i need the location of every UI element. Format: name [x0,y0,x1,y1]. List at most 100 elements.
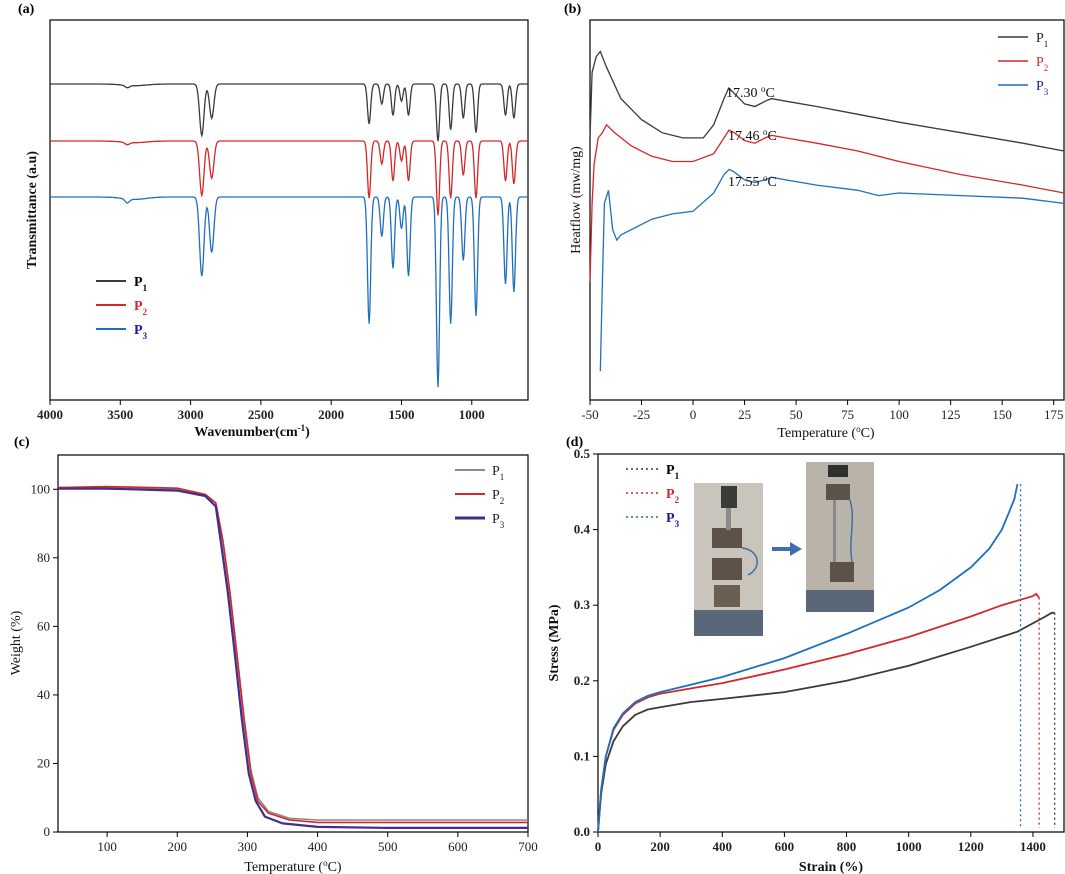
series-line-a-p2 [50,140,528,216]
legend-label-c-p2: P2 [492,488,504,506]
legend-c: P1 P2 P3 [455,464,505,530]
x-tick-label-b: -25 [633,407,650,422]
plot-frame-b [589,19,1065,401]
legend-label-a-p2: P2 [134,299,148,317]
y-tick-label-c: 40 [37,687,50,702]
legend-a: P1 P2 P3 [96,275,148,341]
x-ticks-a: 4000 3500 3000 2500 2000 1500 1000 [37,400,485,422]
x-tick-label-a: 1000 [459,407,485,422]
panel-label-b: (b) [564,2,581,17]
series-line-d-p1 [597,611,1055,833]
photo-before-wire [741,547,758,576]
photo-before-clamp-mid [712,558,742,580]
y-tick-label-d: 0.3 [574,597,591,612]
photo-before-clamp-top [712,528,742,548]
y-tick-label-d: 0.2 [574,673,590,688]
y-tick-label-c: 80 [37,550,50,565]
y-tick-label-d: 0.1 [574,748,590,763]
y-axis-label-b: Heatflow (mw/mg) [569,146,584,254]
series-line-b-p1 [589,50,1065,152]
x-ticks-b: -50 -25 0 25 50 75 100 125 150 175 [581,400,1063,422]
series-line-c-p3 [58,487,528,830]
y-tick-label-d: 0.0 [574,824,590,839]
y-axis-label-c: Weight (%) [9,610,24,675]
tensile-test-photo-before [694,483,763,636]
series-line-c-p1 [58,486,528,821]
photo-before-upper-grip [721,486,737,508]
panel-label-c: (c) [14,435,30,450]
x-tick-label-c: 400 [308,839,328,854]
tensile-test-photo-after [806,462,874,612]
annotation-b-p1: 17.30 oC [726,84,775,101]
photo-after-clamp-top [826,484,850,500]
legend-label-b-p2: P2 [1036,55,1048,73]
x-tick-label-d: 1000 [896,839,922,854]
legend-label-d-p2: P2 [666,487,680,505]
photo-before-base [694,610,763,636]
x-tick-label-b: -50 [581,407,598,422]
y-tick-label-c: 60 [37,618,50,633]
series-lines-b [589,50,1065,372]
legend-label-d-p3: P3 [666,511,680,529]
x-tick-label-d: 1200 [958,839,984,854]
legend-label-b-p3: P3 [1036,79,1049,97]
x-tick-label-a: 1500 [388,407,414,422]
photo-before-clamp-bottom [714,585,740,607]
photo-after-wire [849,499,854,563]
legend-label-c-p3: P3 [492,512,505,530]
legend-label-c-p1: P1 [492,464,504,482]
series-lines-d [597,484,1056,833]
x-tick-label-b: 150 [992,407,1012,422]
photo-after-base [806,590,874,612]
plot-frame-c [57,454,529,833]
panel-label-d: (d) [566,435,583,450]
y-tick-label-d: 0.4 [574,522,591,537]
y-axis-label-a: Transmittance (a.u) [25,151,40,269]
x-tick-label-a: 4000 [37,407,63,422]
series-line-d-p3 [597,484,1019,833]
x-tick-label-a: 3000 [178,407,204,422]
annotation-b-p3: 17.55 oC [728,173,777,190]
series-lines-c [57,485,528,830]
photo-after-clamp-bottom [830,562,854,582]
series-line-a-p1 [50,83,528,142]
series-line-c-p2 [57,485,528,824]
legend-label-b-p1: P1 [1036,31,1048,49]
y-tick-label-c: 100 [31,481,51,496]
y-tick-label-c: 0 [44,824,51,839]
panel-d: (d) 0 200 400 600 800 1000 1200 1400 0.0 0.1 0.2 0.… [547,435,1065,874]
panel-c: (c) 100 200 300 400 500 600 700 0 20 40 60 80 100 Te… [9,435,538,874]
x-tick-label-a: 3500 [107,407,133,422]
x-tick-label-d: 200 [650,839,670,854]
x-tick-label-d: 600 [775,839,795,854]
x-tick-label-b: 75 [841,407,854,422]
arrow-icon [772,542,802,556]
ticks-d: 0 200 400 600 800 1000 1200 1400 0.0 0.1 0.2 0.3 0.4… [574,446,1046,854]
legend-d: P1 P2 P3 [626,463,680,529]
legend-label-d-p1: P1 [666,463,680,481]
x-tick-label-b: 100 [889,407,909,422]
legend-label-a-p1: P1 [134,275,148,293]
x-axis-label-c: Temperature (oC) [244,858,342,874]
plot-frame-d [597,453,1065,833]
annotation-b-p2: 17.46 oC [728,127,777,144]
panel-b: (b) -50 -25 0 25 50 75 100 125 150 175 Temperatur… [564,2,1065,441]
x-tick-label-d: 400 [713,839,733,854]
photo-before-specimen [726,508,731,530]
series-line-d-p2 [597,592,1040,833]
x-tick-label-c: 600 [448,839,468,854]
x-axis-label-b: Temperature (oC) [777,424,875,441]
x-tick-label-d: 1400 [1020,839,1046,854]
legend-b: P1 P2 P3 [998,31,1049,97]
panel-a: (a) 4000 3500 3000 2500 2000 1500 1000 Wavenum… [18,2,529,440]
series-lines-a [50,83,528,388]
series-line-b-p2 [589,123,1065,283]
x-tick-label-c: 500 [378,839,398,854]
x-tick-label-d: 800 [837,839,857,854]
y-tick-label-d: 0.5 [574,446,591,461]
y-axis-label-d: Stress (MPa) [547,604,562,681]
plot-frame-a [49,19,529,401]
x-axis-label-d: Strain (%) [799,860,864,874]
x-tick-label-a: 2500 [248,407,274,422]
